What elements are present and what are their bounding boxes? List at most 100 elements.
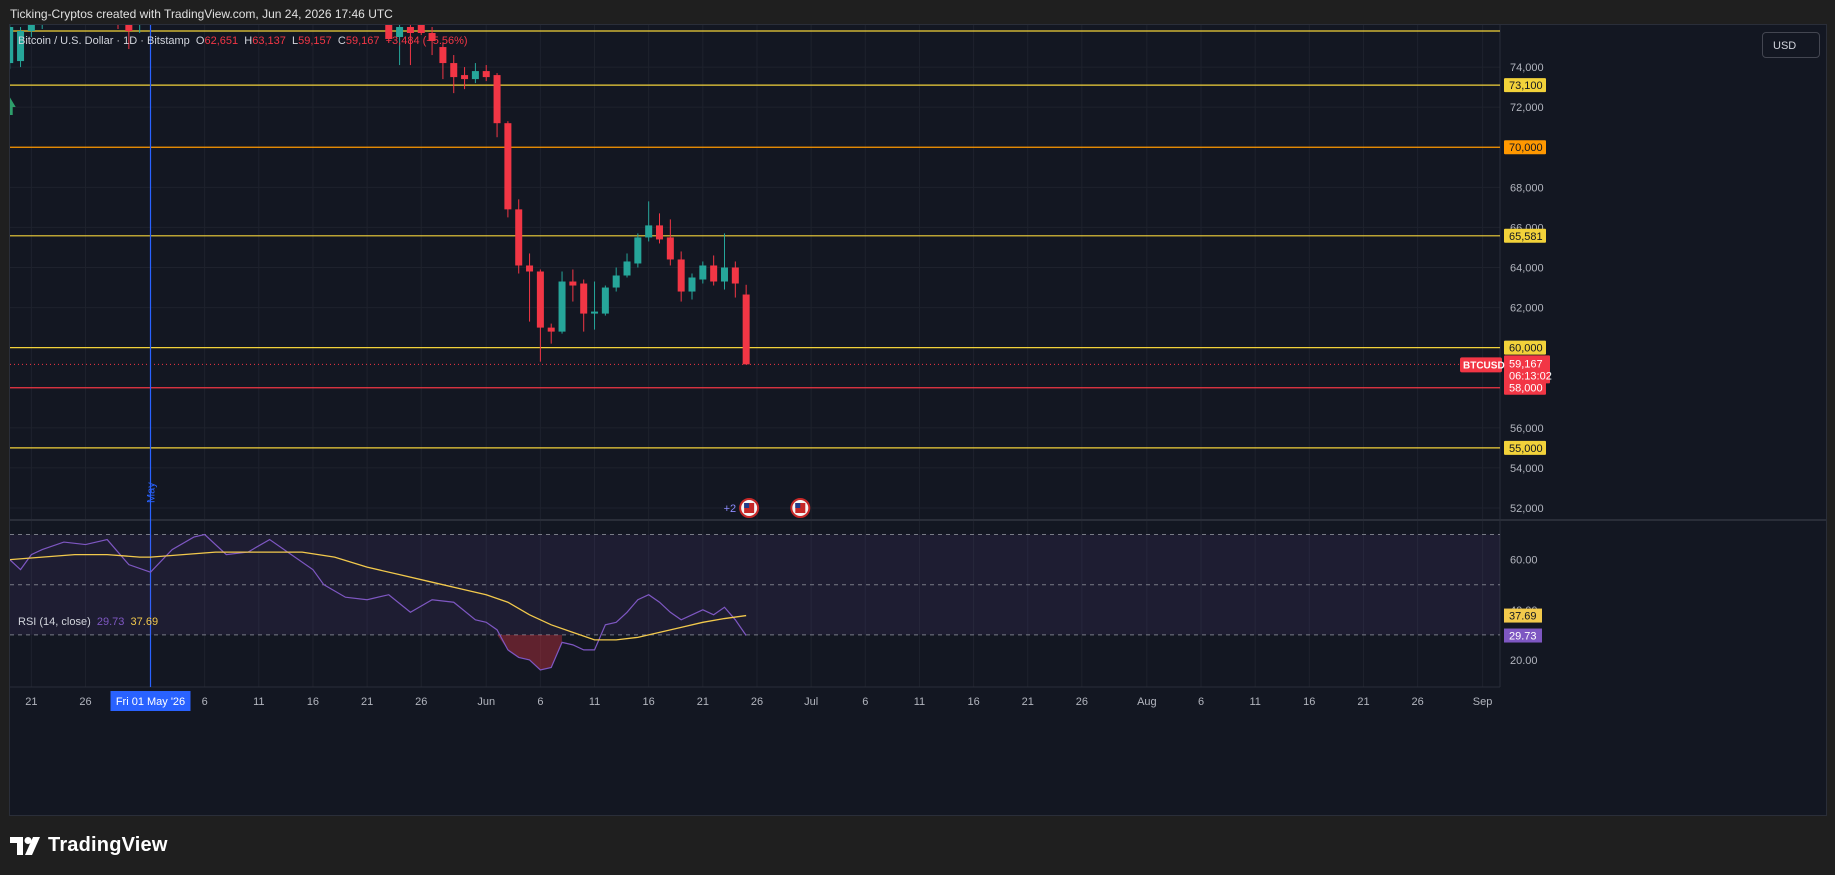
time-tick-label: Sep (1473, 696, 1493, 708)
candle (623, 253, 631, 278)
price-tick-label: 54,000 (1510, 463, 1544, 475)
candle-body (515, 209, 523, 266)
chart-caption: Ticking-Cryptos created with TradingView… (10, 7, 393, 21)
level-price-tag-bg (1504, 228, 1546, 243)
time-tick-label: 21 (1022, 696, 1034, 708)
rsi-line (10, 533, 747, 671)
candle-body (623, 261, 631, 276)
candle-body (450, 63, 458, 78)
chart-svg[interactable]: May +2 52,000 54,000 56,000 58,000 60,000 62,… (10, 25, 1826, 815)
candle-body (710, 265, 718, 282)
candle (27, 25, 35, 38)
last-price-value: 59,167 (1509, 358, 1543, 370)
candle (417, 25, 425, 36)
time-tick-label: 6 (862, 696, 868, 708)
price-tick-label: 68,000 (1510, 182, 1544, 194)
candle (634, 233, 642, 268)
candle (601, 285, 609, 316)
time-highlight-label: Fri 01 May '26 (116, 696, 185, 708)
level-price-tag-bg (1504, 440, 1546, 455)
level-price-tag: 58,000 (1509, 383, 1543, 395)
candle-body (634, 237, 642, 264)
time-tick-label: 11 (914, 696, 925, 708)
time-tick-label: 6 (1198, 696, 1204, 708)
candle (569, 269, 577, 302)
time-tick-label: Aug (1137, 696, 1157, 708)
level-price-tag-bg (1504, 140, 1546, 155)
candle-body (645, 225, 653, 238)
currency-button[interactable]: USD (1762, 32, 1820, 58)
candle-body (385, 25, 393, 40)
candle (450, 55, 458, 94)
candle-body (677, 259, 685, 292)
time-tick-label: 26 (79, 696, 91, 708)
time-tick-label: 21 (697, 696, 709, 708)
rsi-ma-tag-bg (1504, 608, 1542, 623)
rsi-ma-value: 37.69 (130, 616, 159, 628)
candle-body (27, 25, 35, 31)
time-tick-label: 16 (967, 696, 979, 708)
candle (139, 25, 141, 34)
chart-frame[interactable]: May +2 52,000 54,000 56,000 58,000 60,000 62,… (9, 24, 1827, 816)
time-highlight-box (110, 691, 191, 711)
candle (406, 25, 414, 66)
candle (699, 261, 707, 284)
level-price-tag: 73,100 (1509, 80, 1543, 92)
candle (591, 281, 599, 330)
candle (125, 25, 133, 50)
symbol-tag-bg (1460, 357, 1502, 373)
time-tick-label: 26 (751, 696, 763, 708)
bar-countdown: 06:13:02 (1509, 370, 1552, 382)
candle (710, 255, 718, 286)
time-tick-label: 16 (1303, 696, 1315, 708)
candle-body (417, 25, 425, 34)
rsi-value: 29.73 (96, 616, 125, 628)
candle (536, 269, 544, 362)
price-tick-label: 62,000 (1510, 303, 1544, 315)
candle (493, 73, 501, 138)
candle-body (504, 123, 512, 210)
rsi-tick-label: 60.00 (1510, 555, 1538, 567)
price-tick-label: 52,000 (1510, 503, 1544, 515)
candle-body (656, 225, 664, 240)
price-tick-label: 56,000 (1510, 423, 1544, 435)
candle-body (439, 47, 447, 64)
candle-body (17, 31, 25, 62)
time-tick-label: 16 (307, 696, 319, 708)
event-flag-canton (744, 503, 750, 508)
candle (677, 251, 685, 302)
time-tick-label: 26 (1411, 696, 1423, 708)
candle (439, 43, 447, 80)
event-flag-canton (795, 503, 801, 508)
level-price-tag-bg (1504, 78, 1546, 93)
candle (645, 201, 653, 242)
time-tick-label: 11 (253, 696, 264, 708)
time-tick-label: 21 (25, 696, 37, 708)
candle-body (471, 71, 479, 80)
candle-body (547, 327, 555, 332)
candle-body (428, 33, 436, 42)
candle-body (699, 265, 707, 280)
high-value: 63,137 (252, 35, 286, 47)
symbol-legend: Bitcoin / U.S. Dollar · 1D · Bitstamp O6… (18, 35, 468, 47)
time-tick-label: 11 (1249, 696, 1260, 708)
candle-body (482, 71, 490, 78)
footer-brand: TradingView (48, 834, 168, 856)
price-tick-label: 64,000 (1510, 262, 1544, 274)
time-tick-label: 6 (537, 696, 543, 708)
candle-body (396, 26, 404, 38)
open-label: O (195, 35, 205, 47)
last-price-tag-bg (1504, 355, 1550, 384)
rsi-title: RSI (14, close) (18, 616, 91, 628)
candle-body (493, 75, 501, 124)
candle (396, 25, 404, 66)
candle-body (569, 281, 577, 286)
rsi-ma-line (10, 551, 747, 641)
tradingview-logo-icon (10, 836, 40, 855)
candle (385, 25, 393, 44)
rsi-ma-tag: 37.69 (1509, 611, 1537, 623)
time-tick-label: 16 (643, 696, 655, 708)
candle-body (742, 294, 750, 365)
candle (504, 121, 512, 218)
time-tick-label: Jun (477, 696, 495, 708)
